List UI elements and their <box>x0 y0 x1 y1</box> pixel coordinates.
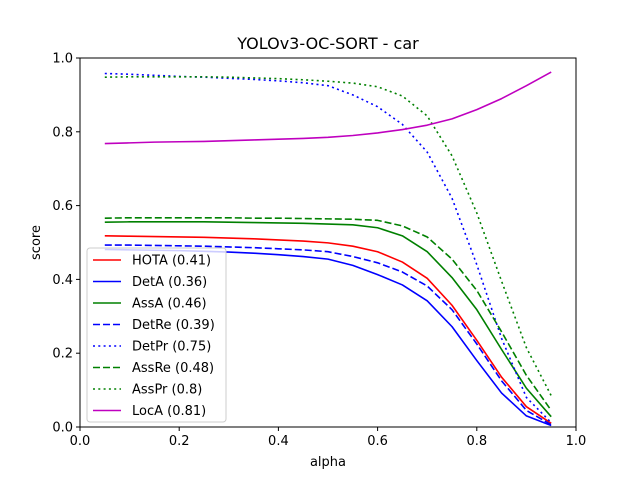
chart-title: YOLOv3-OC-SORT - car <box>236 34 419 53</box>
x-tick-label: 0.6 <box>367 434 388 449</box>
legend-box <box>86 247 227 423</box>
y-tick-label: 0.0 <box>52 421 73 436</box>
x-tick-label: 1.0 <box>566 434 587 449</box>
y-axis-label: score <box>29 225 44 260</box>
series-line-0 <box>104 235 552 424</box>
y-tick-label: 0.6 <box>52 199 73 214</box>
x-tick-label: 0.2 <box>169 434 190 449</box>
x-tick-label: 0.8 <box>466 434 487 449</box>
legend: HOTA (0.41) DetA (0.36) AssA (0.46) DetRe (… <box>86 247 227 423</box>
x-axis-label: alpha <box>310 455 346 470</box>
y-tick-label: 0.8 <box>52 125 73 140</box>
series-line-2 <box>104 221 552 418</box>
x-tick-label: 0.4 <box>268 434 289 449</box>
legend-label-7: LocA (0.81) <box>132 404 206 419</box>
series-line-5 <box>104 216 552 411</box>
series-line-7 <box>104 71 552 145</box>
series-line-6 <box>104 76 552 396</box>
legend-label-2: AssA (0.46) <box>132 297 207 312</box>
series-line-3 <box>104 244 552 426</box>
plot-lines <box>104 71 552 427</box>
plot-frame <box>79 57 577 428</box>
legend-label-5: AssRe (0.48) <box>132 361 214 376</box>
legend-label-3: DetRe (0.39) <box>132 318 215 333</box>
legend-label-1: DetA (0.36) <box>132 275 207 290</box>
legend-label-4: DetPr (0.75) <box>132 340 211 355</box>
x-tick-label: 0.0 <box>70 434 91 449</box>
legend-label-6: AssPr (0.8) <box>132 383 202 398</box>
y-axis: 0.0 0.2 0.4 0.6 0.8 1.0 <box>52 52 80 436</box>
x-axis: 0.0 0.2 0.4 0.6 0.8 1.0 <box>70 427 587 449</box>
y-tick-label: 1.0 <box>52 52 73 67</box>
y-tick-label: 0.2 <box>52 347 73 362</box>
legend-label-0: HOTA (0.41) <box>132 254 211 269</box>
y-tick-label: 0.4 <box>52 273 73 288</box>
